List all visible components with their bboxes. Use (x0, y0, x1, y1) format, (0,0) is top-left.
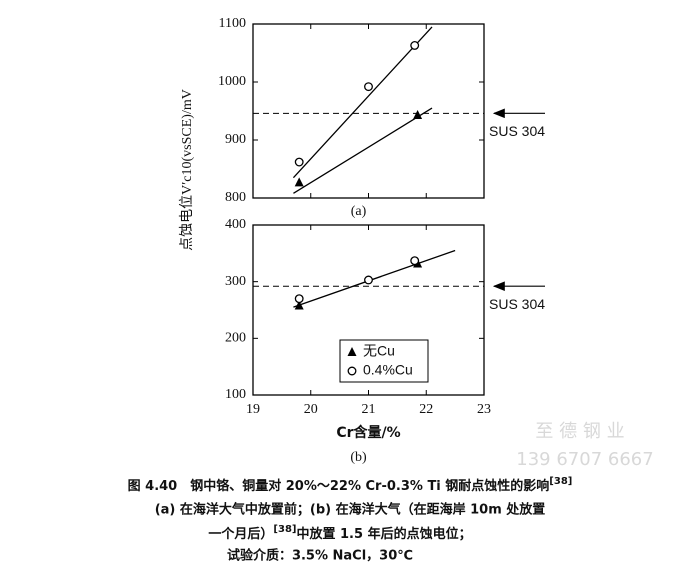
marker-circle (364, 82, 373, 92)
marker-circle (410, 41, 420, 50)
caption-title: 图 4.40 钢中铬、铜量对 20%～22% Cr-0.3% Ti 钢耐点蚀性的… (128, 476, 573, 494)
legend-label: 无Cu (363, 343, 395, 359)
marker-circle (410, 256, 420, 266)
watermark-phone: 139 6707 6667 (516, 449, 653, 470)
subplot-label: (a) (351, 204, 367, 219)
y-tick-label: 300 (225, 274, 246, 289)
plot-frame (252, 23, 485, 199)
marker-circle (294, 294, 304, 304)
marker-circle (364, 275, 373, 285)
marker-triangle (347, 347, 357, 356)
caption-ref: [38] (549, 476, 572, 487)
marker-triangle (413, 110, 423, 120)
y-tick-label: 1000 (218, 74, 246, 89)
x-tick-label: 20 (304, 402, 318, 417)
fit-line (293, 249, 456, 308)
marker-circle (347, 366, 357, 376)
caption-line: 试验介质：3.5% NaCl，30℃ (227, 548, 413, 564)
reference-label: SUS 304 (489, 123, 545, 139)
x-tick-label: 23 (477, 402, 491, 417)
y-axis-label: 点蚀电位V′c10(vsSCE)/mV (179, 89, 195, 251)
x-tick-label: 19 (246, 402, 260, 417)
caption-text: 中放置 1.5 年后的点蚀电位； (296, 526, 471, 542)
y-tick-label: 1100 (219, 16, 246, 31)
x-tick-label: 21 (362, 402, 376, 417)
caption-ref: [38] (273, 524, 296, 535)
y-tick-label: 400 (225, 217, 246, 232)
y-tick-label: 900 (225, 132, 246, 147)
fit-line (292, 26, 433, 179)
marker-triangle (294, 300, 304, 310)
legend-label: 0.4%Cu (363, 362, 413, 378)
marker-circle (294, 157, 304, 167)
reference-label: SUS 304 (489, 296, 545, 312)
y-tick-label: 100 (225, 387, 246, 402)
fit-line (293, 107, 433, 194)
y-tick-label: 200 (225, 331, 246, 346)
legend-box (339, 339, 429, 383)
subplot-label: (b) (350, 450, 367, 465)
caption-text: 一个月后） (208, 526, 273, 542)
caption-text: 图 4.40 钢中铬、铜量对 20%～22% Cr-0.3% Ti 钢耐点蚀性的… (128, 478, 550, 494)
y-tick-label: 800 (225, 190, 246, 205)
caption-line: 一个月后）[38]中放置 1.5 年后的点蚀电位； (208, 524, 471, 542)
x-axis-label: Cr含量/% (336, 424, 400, 441)
caption-line: (a) 在海洋大气中放置前；(b) 在海洋大气（在距海岸 10m 处放置 (155, 502, 546, 518)
marker-triangle (294, 177, 304, 187)
watermark-name: 至 德 钢 业 (535, 421, 624, 442)
x-tick-label: 22 (419, 402, 433, 417)
